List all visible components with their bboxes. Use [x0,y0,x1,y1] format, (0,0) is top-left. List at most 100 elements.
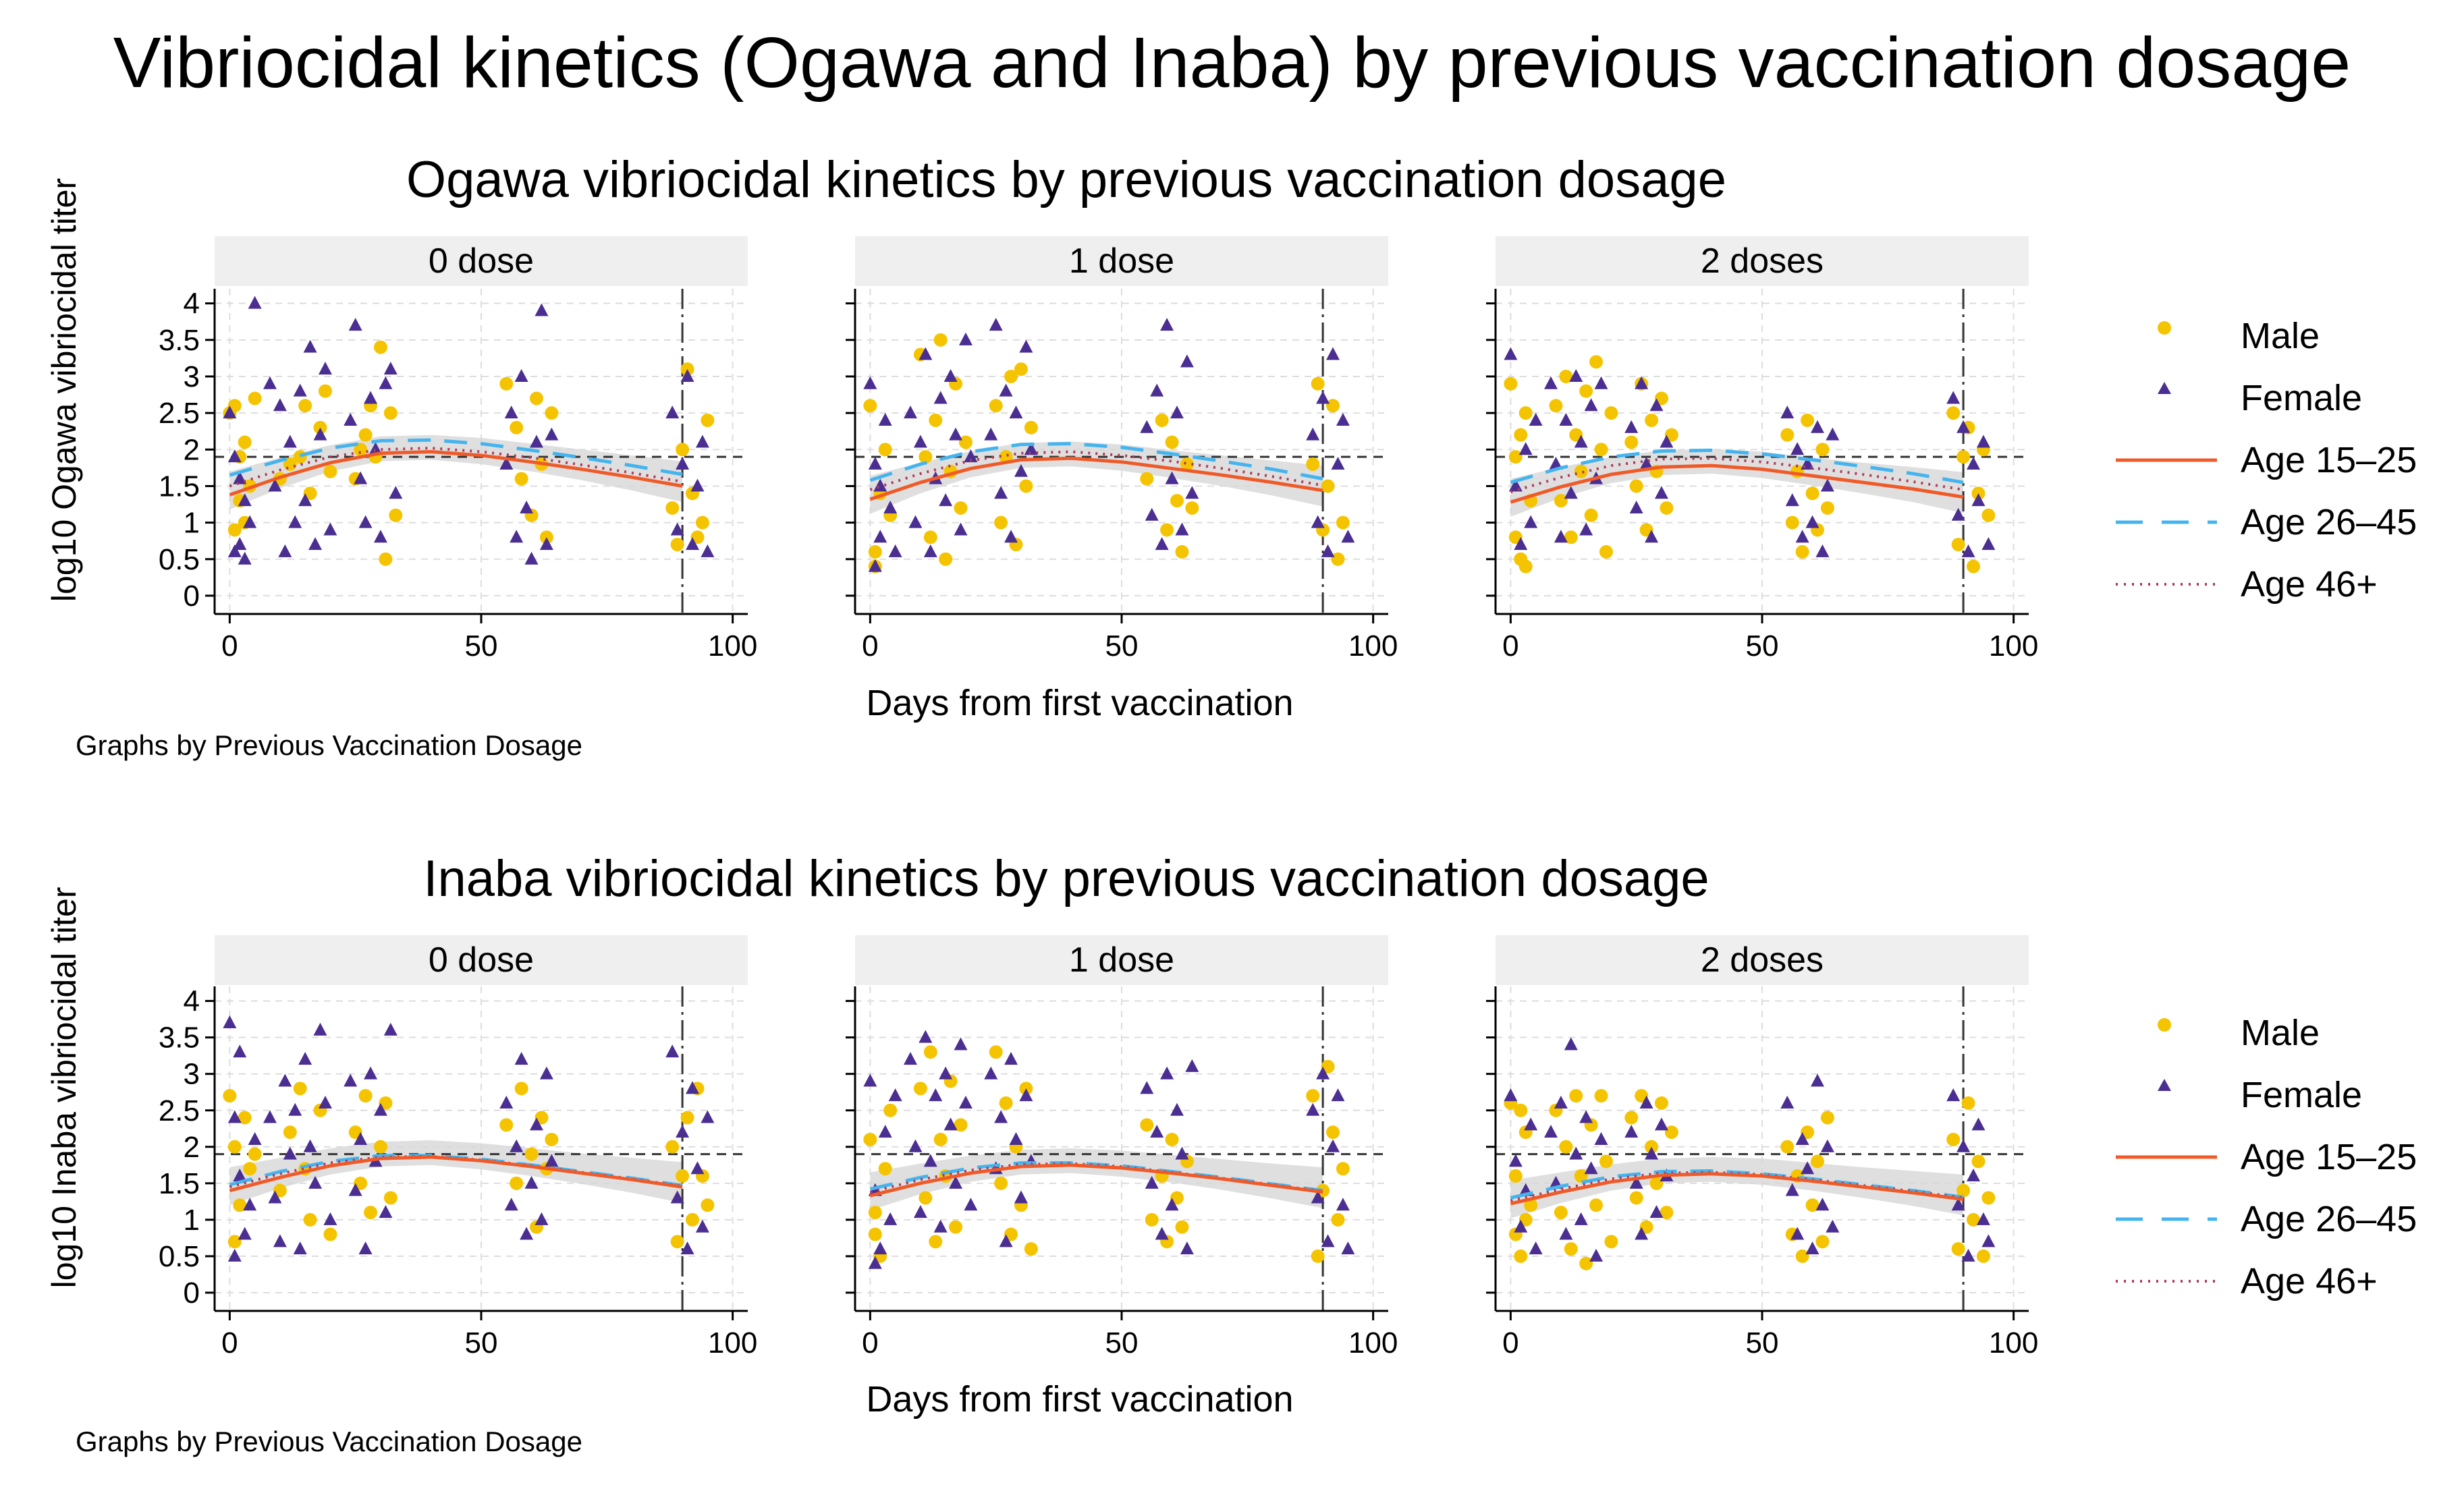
female-point [686,1081,700,1094]
female-point [227,1110,242,1123]
female-point [227,449,242,463]
female-point [1956,420,1971,433]
female-point [1971,1117,1986,1131]
male-point [949,1220,963,1234]
male-point [1810,1154,1824,1169]
female-point [695,1219,709,1233]
legend-item-age-46-plus: Age 46+ [2116,1250,2464,1312]
female-point [919,1030,933,1043]
male-point [1795,544,1809,559]
female-point [1014,1190,1028,1204]
male-point [1331,552,1345,566]
y-tick-label: 0 [184,580,200,613]
female-point [1579,522,1593,536]
x-tick-label: 0 [862,1326,878,1359]
female-point [373,1102,387,1116]
ogawa-panel-header-1-dose: 1 dose [855,236,1388,286]
female-point [680,368,694,382]
x-tick-label: 0 [1502,1326,1518,1359]
male-point [1518,406,1533,420]
male-point [939,552,953,566]
male-point [1780,1140,1795,1154]
female-point [233,471,247,484]
female-point [1326,347,1340,360]
female-point [1140,420,1154,433]
inaba-panel-1: 0 50 100 [846,986,1398,1359]
legend-item-male: Male [2116,1002,2464,1064]
legend-label-age-46-plus: Age 46+ [2241,564,2378,605]
legend-label-age-26-45: Age 26–45 [2241,1199,2417,1239]
male-point [358,428,373,442]
female-point [1967,1169,1981,1182]
male-point [994,1176,1008,1190]
ogawa-panel-header-2-doses: 2 doses [1496,236,2029,286]
male-point [1785,515,1799,530]
female-point [354,1131,368,1145]
fit-line-age-15-25 [1510,464,1964,504]
female-point [510,1139,524,1152]
female-point [1019,1088,1033,1102]
female-point [1820,478,1834,492]
female-point [863,1073,877,1087]
female-point [278,544,292,557]
male-point [1554,494,1568,508]
male-point [1579,384,1593,398]
female-point [873,478,887,492]
inaba-panel-2: 0 50 100 [1486,986,2038,1359]
male-point [1514,428,1528,442]
female-point [545,1154,559,1167]
female-point [1981,537,1996,551]
female-marker-icon [2158,382,2171,394]
female-point [1504,347,1518,360]
female-point [1624,1125,1639,1138]
female-point [504,1198,518,1211]
male-point [923,1045,937,1059]
female-point [878,412,892,426]
y-tick-label: 4 [184,985,200,1018]
male-point [1976,1249,1990,1263]
female-point [1624,420,1639,433]
male-point [1014,362,1028,376]
female-point [1160,318,1174,331]
female-point [243,515,257,528]
female-point [868,1256,882,1269]
fit-line-age-15-25 [1510,1172,1964,1206]
male-point [686,1212,700,1227]
male-point [1629,1191,1643,1205]
female-point [223,405,237,419]
female-point [1160,1066,1174,1079]
female-point [1514,537,1528,551]
male-point [303,1212,317,1227]
male-point [954,1118,968,1132]
male-point [1165,1132,1179,1146]
female-point [504,405,518,419]
legend-item-age-26-45: Age 26–45 [2116,1188,2464,1250]
female-point [913,434,927,448]
female-point [1543,1125,1558,1138]
male-point [1645,413,1659,427]
female-point [1019,339,1033,353]
male-point [227,523,242,537]
male-point [1569,1089,1583,1103]
female-point [903,405,917,419]
male-point [1306,1089,1320,1103]
female-point [1009,405,1023,419]
female-point [1785,1183,1799,1196]
fit-line-age-46-plus [229,447,683,488]
female-point [676,1125,690,1138]
male-point [878,443,892,457]
female-point [999,1234,1013,1247]
female-point [1805,515,1819,528]
female-point [308,1175,323,1189]
male-point [248,391,262,405]
male-point [701,413,715,427]
male-point [958,435,973,449]
female-point [999,383,1013,397]
y-tick-label: 0 [184,1276,200,1310]
female-point [1014,464,1028,477]
female-point [1649,398,1664,412]
male-point [354,443,368,457]
female-point [903,1052,917,1065]
female-point [1009,1131,1023,1145]
